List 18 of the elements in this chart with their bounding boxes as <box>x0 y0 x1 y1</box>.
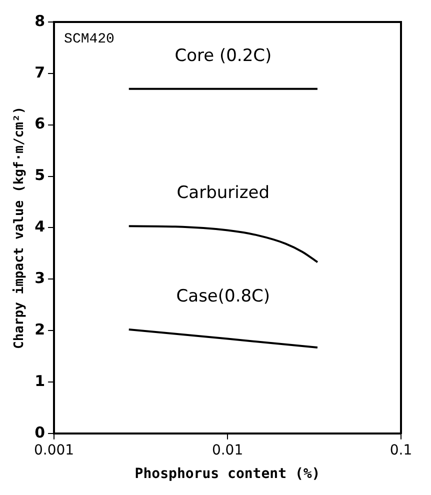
y-tick-label: 2 <box>34 320 46 338</box>
x-tick-label: 0.001 <box>34 442 74 458</box>
series-label: Core (0.2C) <box>174 46 272 66</box>
series-label: Carburized <box>176 183 270 204</box>
y-tick-label: 1 <box>34 372 46 390</box>
y-tick-label: 8 <box>34 12 46 30</box>
y-tick-label: 6 <box>34 114 46 133</box>
y-tick-label: 4 <box>34 218 46 236</box>
x-tick-label: 0.1 <box>390 442 412 458</box>
y-tick-label: 0 <box>34 423 46 442</box>
x-axis-title: Phosphorus content (%) <box>134 466 320 482</box>
x-tick-label: 0.01 <box>212 442 244 458</box>
y-tick-label: 5 <box>34 166 46 184</box>
y-tick-label: 3 <box>34 269 46 288</box>
y-axis-title: Charpy impact value (kgf·m/cm²) <box>12 106 28 350</box>
y-tick-label: 7 <box>34 63 46 82</box>
series-label: Case(0.8C) <box>176 286 270 306</box>
annotation: SCM420 <box>64 32 114 48</box>
